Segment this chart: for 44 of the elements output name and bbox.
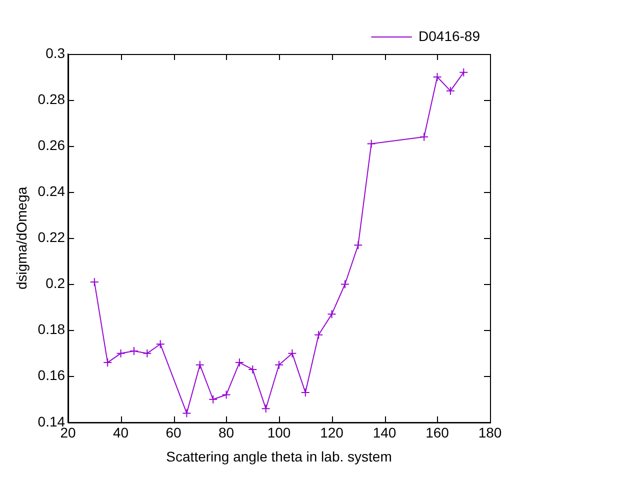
point (103, 358, 112, 368)
x-tick-label: 80 (218, 424, 234, 441)
point (366, 139, 376, 148)
x-tick-label: 60 (166, 424, 182, 441)
y-tick-label: 0.22 (38, 229, 66, 246)
point (314, 330, 324, 340)
point (116, 348, 126, 358)
point (459, 68, 468, 77)
point (274, 360, 284, 370)
y-tick-label: 0.2 (46, 275, 66, 292)
point (261, 404, 270, 414)
point (208, 394, 218, 404)
point (432, 72, 442, 82)
point (340, 280, 350, 289)
point (354, 240, 363, 250)
point (248, 364, 258, 374)
point (327, 310, 336, 319)
y-axis-title: dsigma/dOmega (13, 186, 30, 290)
point (182, 408, 192, 418)
y-tick-label: 0.3 (46, 44, 66, 61)
point (222, 390, 231, 400)
point (142, 348, 152, 358)
y-tick-label: 0.24 (38, 183, 66, 200)
y-tick-label: 0.18 (38, 321, 66, 338)
x-axis-title: Scattering angle theta in lab. system (166, 448, 392, 464)
point (300, 388, 310, 397)
x-tick-label: 160 (426, 424, 450, 441)
x-tick-label: 140 (372, 424, 396, 441)
legend-label: D0416-89 (418, 28, 480, 44)
point (420, 132, 429, 142)
x-tick-label: 100 (267, 424, 291, 441)
y-tick-label: 0.28 (38, 90, 66, 107)
point (234, 358, 244, 368)
point (156, 340, 165, 349)
x-tick-label: 40 (113, 424, 129, 441)
y-tick-label: 0.16 (38, 367, 66, 384)
point (129, 346, 138, 356)
point (288, 348, 297, 358)
y-tick-label: 0.26 (38, 136, 66, 153)
point (446, 86, 455, 96)
point (195, 360, 204, 370)
point (90, 277, 99, 286)
x-tick-label: 120 (320, 424, 344, 441)
x-tick-label: 180 (478, 424, 502, 441)
